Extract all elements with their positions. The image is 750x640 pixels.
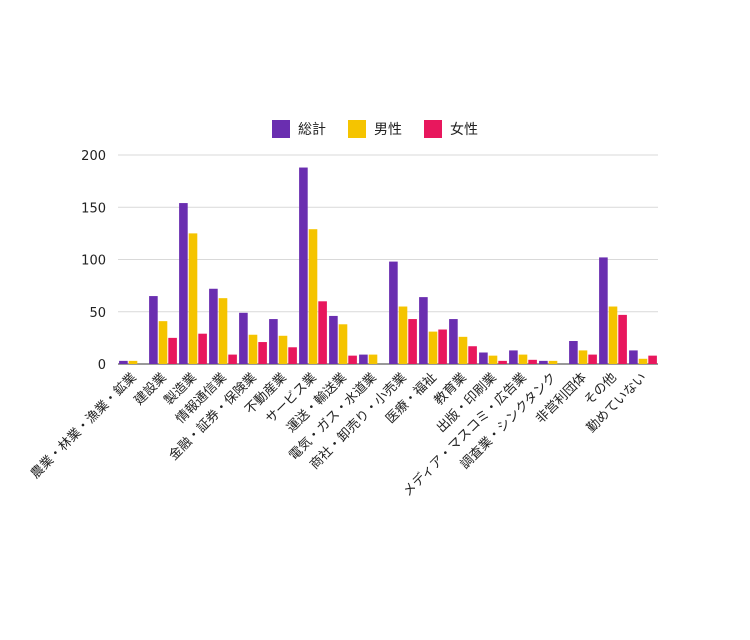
bar: [338, 324, 348, 364]
bar: [638, 358, 648, 364]
legend-label-male: 男性: [374, 122, 402, 138]
bar: [528, 359, 537, 364]
bar: [258, 342, 267, 364]
bar: [158, 321, 168, 364]
bar: [518, 354, 528, 364]
bar: [548, 360, 558, 364]
bar: [128, 360, 138, 364]
bar: [479, 352, 488, 364]
bar: [588, 354, 597, 364]
bar: [179, 203, 188, 364]
bar: [228, 354, 237, 364]
bar: [408, 319, 417, 364]
bar: [438, 329, 447, 364]
bar: [318, 301, 327, 364]
bar: [468, 346, 477, 364]
bar: [449, 319, 458, 364]
bar: [398, 306, 408, 364]
bar: [348, 355, 357, 364]
bar: [168, 337, 177, 364]
bar: [428, 331, 438, 364]
bar: [389, 261, 398, 364]
bar: [308, 229, 318, 364]
bar: [488, 355, 498, 364]
legend-item-total[interactable]: 総計: [272, 119, 326, 139]
bar: [608, 306, 618, 364]
legend-swatch-male: [348, 120, 366, 138]
bar: [149, 296, 158, 364]
y-tick-label: 50: [89, 306, 106, 321]
legend-item-female[interactable]: 女性: [424, 119, 478, 139]
bar: [119, 360, 128, 364]
y-tick-label: 0: [98, 358, 106, 373]
bar: [599, 257, 608, 364]
x-tick-label: 建設業: [131, 370, 170, 409]
bar: [578, 350, 588, 364]
y-tick-label: 150: [81, 201, 106, 216]
bar: [218, 298, 228, 364]
bar: [269, 319, 278, 364]
bar: [299, 167, 308, 364]
bar: [569, 341, 578, 364]
bar: [618, 314, 627, 364]
bar: [419, 297, 428, 364]
bar: [239, 312, 248, 364]
bar: [648, 355, 657, 364]
bar: [458, 336, 468, 364]
bar: [629, 350, 638, 364]
bar: [359, 354, 368, 364]
bar: [329, 315, 338, 364]
bar: [539, 360, 548, 364]
bar: [248, 334, 258, 364]
bar: [188, 233, 198, 364]
chart-legend: 総計 男性 女性: [0, 119, 750, 139]
bar: [498, 360, 507, 364]
bar: [209, 288, 218, 364]
legend-label-female: 女性: [450, 122, 478, 138]
legend-label-total: 総計: [298, 122, 326, 138]
bar: [198, 333, 207, 364]
bar: [368, 354, 378, 364]
legend-swatch-female: [424, 120, 442, 138]
bar: [288, 347, 297, 364]
legend-item-male[interactable]: 男性: [348, 119, 402, 139]
bar: [278, 335, 288, 364]
x-tick-label: 農業・林業・漁業・鉱業: [27, 370, 139, 482]
y-tick-label: 200: [81, 149, 106, 164]
legend-swatch-total: [272, 120, 290, 138]
y-tick-label: 100: [81, 254, 106, 269]
bar: [509, 350, 518, 364]
